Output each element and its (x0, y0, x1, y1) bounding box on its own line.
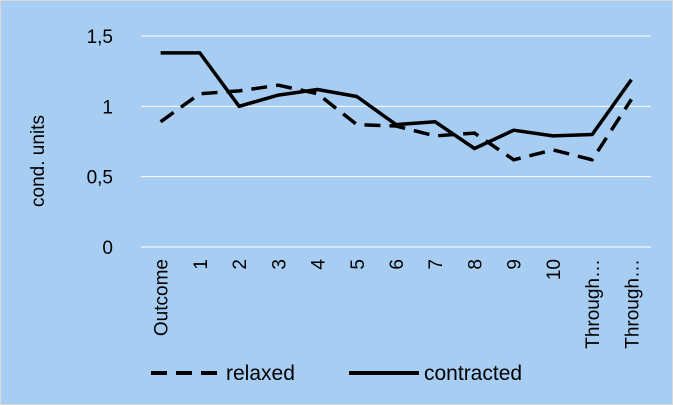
series-lines (159, 51, 633, 162)
series-line-contracted (160, 51, 633, 151)
y-tick-label: 1 (102, 97, 113, 118)
grid-lines (141, 35, 651, 248)
x-category-label: 7 (426, 259, 447, 270)
x-category-label: Through… (583, 259, 604, 349)
legend: relaxed contracted (151, 362, 522, 385)
x-category-label: 5 (348, 259, 369, 270)
x-category-label: Outcome (152, 259, 173, 336)
y-tick-label: 0,5 (87, 168, 113, 189)
x-axis-categories: Outcome 1 2 3 4 5 6 7 8 9 10 Through… Through… (152, 259, 644, 349)
y-axis-ticks: 0 0,5 1 1,5 (87, 27, 113, 259)
x-category-label: 1 (191, 259, 212, 270)
x-category-label: 10 (544, 259, 565, 280)
x-category-label: Through… (622, 259, 643, 349)
x-category-label: 3 (269, 259, 290, 270)
x-category-label: 8 (465, 259, 486, 270)
legend-label-relaxed: relaxed (226, 362, 295, 385)
y-axis-title: cond. units (28, 115, 49, 207)
y-tick-label: 0 (102, 238, 113, 259)
x-category-label: 2 (230, 259, 251, 270)
x-category-label: 6 (387, 259, 408, 270)
y-tick-label: 1,5 (87, 27, 113, 48)
x-category-label: 9 (505, 259, 526, 270)
legend-label-contracted: contracted (424, 362, 522, 385)
x-category-label: 4 (309, 259, 330, 270)
